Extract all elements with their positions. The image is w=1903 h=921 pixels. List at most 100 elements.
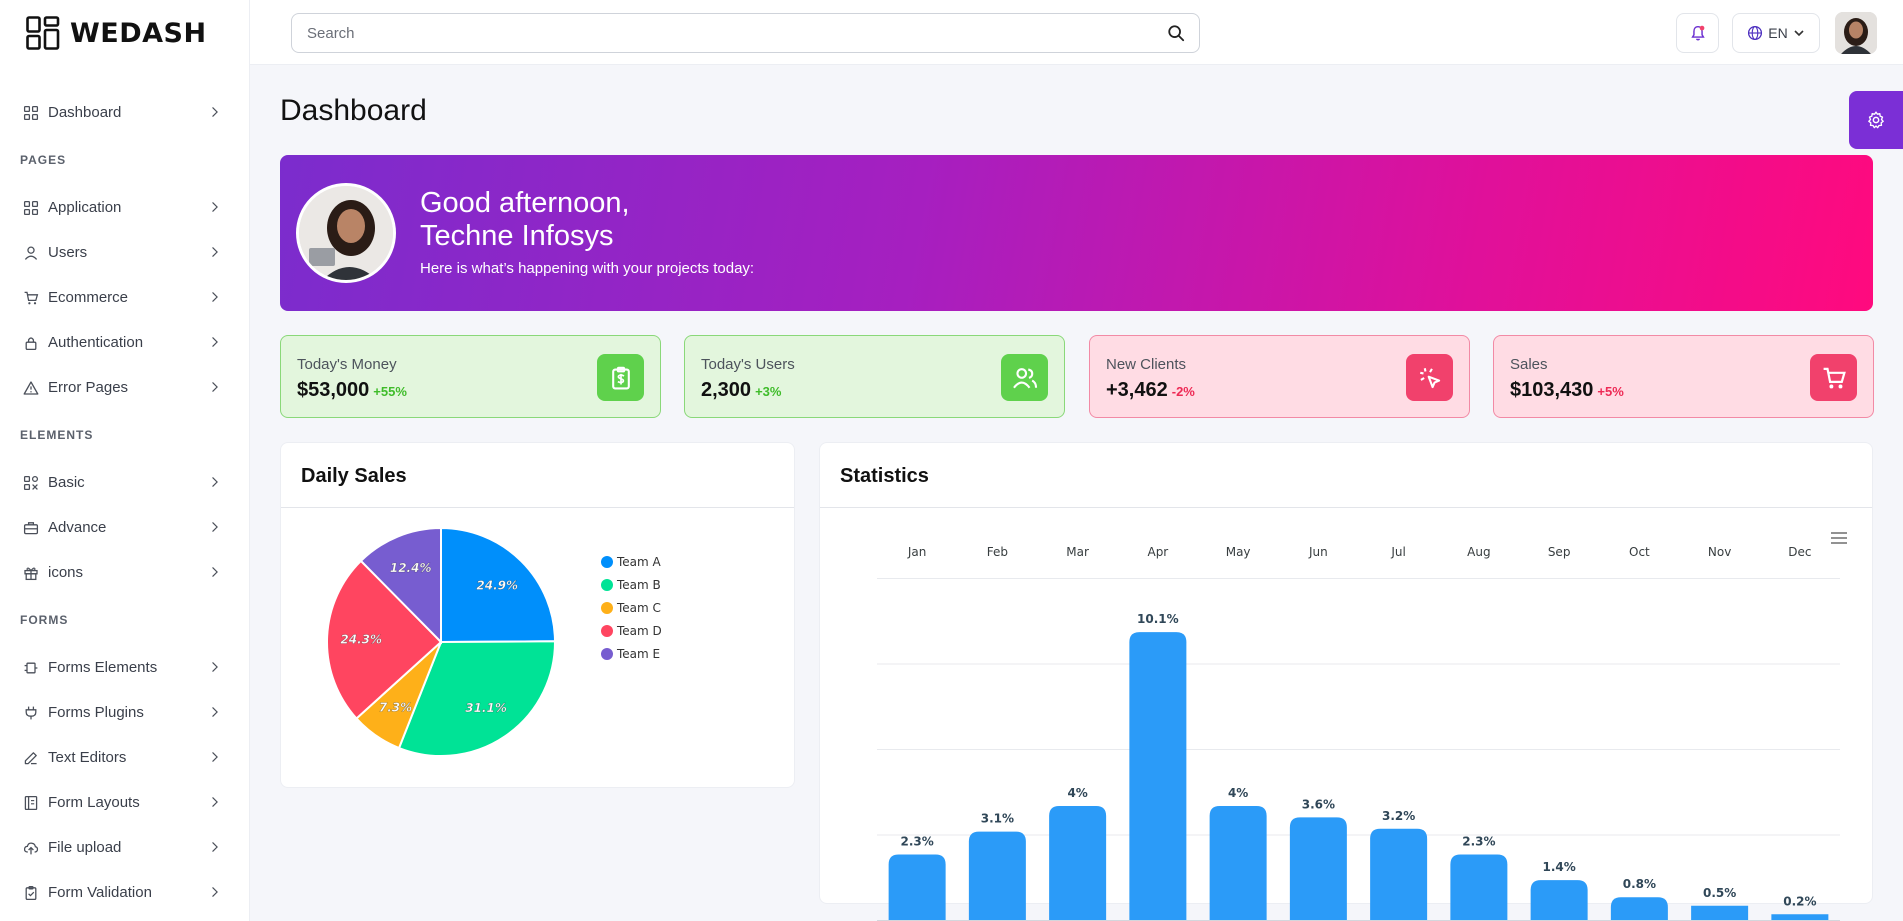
bar-jan[interactable] [888,854,946,920]
bar-oct[interactable] [1610,897,1668,920]
stat-value: $53,000 +55% [297,379,407,402]
legend-item-team-e[interactable]: Team E [601,642,662,665]
greeting: Good afternoon, Techne Infosys [420,187,630,253]
legend-marker [601,601,613,614]
gift-icon [22,564,40,582]
stat-title: Today's Money [297,356,397,373]
pie-value-label: 31.1% [465,701,507,715]
statistics-card: Statistics Jan 2.3% Feb 3.1% Mar 4% Apr 10.1% Ma… [819,442,1873,921]
settings-toggle[interactable] [1849,91,1903,149]
chevron-right-icon [208,520,222,534]
users-icon [1001,354,1048,401]
stat-number: +3,462 [1106,379,1168,401]
bar-nov[interactable] [1691,905,1749,920]
stat-card-sales: Sales $103,430 +5% [1493,335,1874,418]
pie-slice-team-a[interactable] [440,526,557,644]
stat-value: $103,430 +5% [1510,379,1624,402]
chevron-right-icon [208,885,222,899]
sidebar-item-label: Application [48,199,122,216]
sidebar-item-application[interactable]: Application [0,185,250,230]
sidebar-item-icons[interactable]: icons [0,550,250,595]
sidebar-item-ecommerce[interactable]: Ecommerce [0,275,250,320]
bar-aug[interactable] [1450,854,1508,920]
sidebar-item-form-validation[interactable]: Form Validation [0,870,250,915]
chevron-right-icon [208,200,222,214]
sidebar-item-error-pages[interactable]: Error Pages [0,365,250,410]
brand-logo[interactable]: WEDASH [26,14,207,52]
legend-item-team-c[interactable]: Team C [601,596,662,619]
stat-change: +55% [373,384,407,399]
cart-icon [22,289,40,307]
sidebar-item-forms-elements[interactable]: Forms Elements [0,645,250,690]
stat-value: 2,300 +3% [701,379,781,402]
user-avatar[interactable] [1835,12,1877,54]
bar-mar[interactable] [1049,806,1107,920]
pie-slice-team-e[interactable] [359,526,442,645]
bar-jul[interactable] [1370,828,1428,920]
pie-slice-team-b[interactable] [397,640,556,757]
notifications-button[interactable] [1676,13,1719,53]
bar-sep[interactable] [1530,880,1588,920]
x-tick-label: Feb [987,545,1008,559]
legend-item-team-b[interactable]: Team B [601,573,662,596]
legend-marker [601,555,613,568]
search-input[interactable] [292,14,1132,52]
legend-marker [601,578,613,591]
legend-label: Team D [617,623,662,638]
x-tick-label: Sep [1548,545,1571,559]
stat-card-today-s-money: Today's Money $53,000 +55% [280,335,661,418]
sidebar-item-label: Error Pages [48,379,129,396]
sidebar-item-basic[interactable]: Basic [0,460,250,505]
stat-title: New Clients [1106,356,1187,373]
sidebar-item-form-layouts[interactable]: Form Layouts [0,780,250,825]
pie-value-label: 24.9% [476,578,518,592]
statistics-title: Statistics [840,465,929,487]
sidebar-item-file-upload[interactable]: File upload [0,825,250,870]
edit-icon [22,749,40,767]
sidebar-item-dashboard[interactable]: Dashboard [0,90,250,135]
avatar-image [1835,12,1877,54]
bar-may[interactable] [1209,806,1267,920]
chevron-right-icon [208,705,222,719]
stat-title: Today's Users [701,356,795,373]
x-tick-label: Apr [1147,545,1168,559]
language-selector[interactable]: EN [1732,13,1820,53]
greeting-line-2: Techne Infosys [420,220,614,252]
sidebar-item-label: Form Layouts [48,794,140,811]
sidebar-item-label: Forms Elements [48,659,158,676]
legend-item-team-d[interactable]: Team D [601,619,662,642]
bar-value-label: 10.1% [1137,612,1179,626]
warning-icon [22,379,40,397]
sidebar-item-users[interactable]: Users [0,230,250,275]
bar-feb[interactable] [968,831,1026,920]
sidebar-item-label: Advance [48,519,107,536]
sidebar-item-forms-plugins[interactable]: Forms Plugins [0,690,250,735]
search-box [291,13,1200,53]
chevron-right-icon [208,380,222,394]
plug-icon [22,704,40,722]
chart-menu-icon[interactable] [1830,531,1848,545]
daily-sales-pie-chart: 24.9% 31.1% 7.3% 24.3% 12.4% [326,526,557,757]
sidebar-item-advance[interactable]: Advance [0,505,250,550]
globe-icon [1748,25,1763,41]
language-label: EN [1768,25,1788,41]
grid-icon [22,199,40,217]
pie-slice-team-d[interactable] [326,559,443,720]
bar-dec[interactable] [1771,914,1829,920]
bar-jun[interactable] [1289,817,1347,920]
card-divider [281,507,794,508]
sidebar-item-label: Forms Plugins [48,704,144,721]
search-icon[interactable] [1167,24,1185,42]
sidebar-item-text-editors[interactable]: Text Editors [0,735,250,780]
legend-marker [601,647,613,660]
legend-label: Team E [617,646,661,661]
sidebar-item-label: Text Editors [48,749,127,766]
top-header: EN [250,0,1903,65]
stat-number: 2,300 [701,379,752,401]
cloud-upload-icon [22,839,40,857]
pie-value-label: 24.3% [340,633,382,647]
legend-item-team-a[interactable]: Team A [601,550,662,573]
bar-apr[interactable] [1129,632,1187,920]
grid-icon [22,104,40,122]
sidebar-item-authentication[interactable]: Authentication [0,320,250,365]
